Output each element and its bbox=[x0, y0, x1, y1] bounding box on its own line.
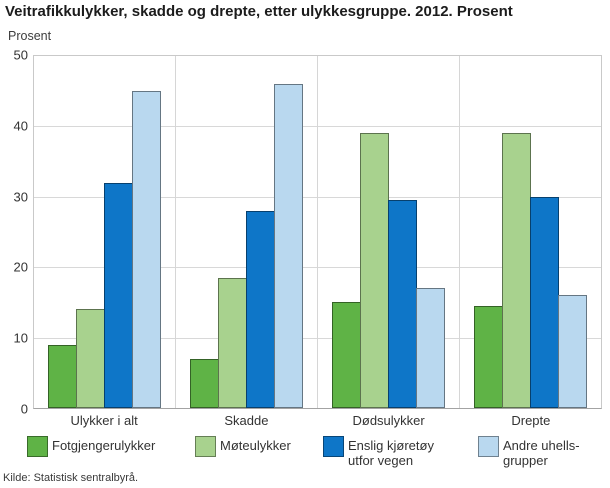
gridline bbox=[318, 126, 459, 128]
legend-item: Fotgjengerulykker bbox=[27, 436, 155, 457]
plot-panels bbox=[34, 56, 601, 408]
category-panel bbox=[318, 56, 460, 408]
y-tick-label: 20 bbox=[13, 259, 28, 275]
y-axis-title: Prosent bbox=[8, 29, 52, 43]
bar-fotgjengerulykker bbox=[48, 344, 77, 408]
category-panel bbox=[176, 56, 318, 408]
bar-andre-uhellsgrupper bbox=[274, 84, 303, 408]
gridline bbox=[460, 126, 601, 128]
y-tick-label: 40 bbox=[13, 118, 28, 134]
bar-enslig-kj-ret-y-utfor-vegen bbox=[388, 200, 417, 408]
y-tick-label: 30 bbox=[13, 189, 28, 205]
source-note: Kilde: Statistisk sentralbyrå. bbox=[3, 472, 139, 484]
legend-item: Møteulykker bbox=[195, 436, 291, 457]
legend-swatch-icon bbox=[27, 436, 48, 457]
legend-label: Fotgjengerulykker bbox=[52, 438, 156, 453]
bar-andre-uhellsgrupper bbox=[416, 288, 445, 408]
chart-title: Veitrafikkulykker, skadde og drepte, ett… bbox=[5, 3, 513, 20]
legend-label: Enslig kjøretøy utfor vegen bbox=[348, 438, 434, 468]
bar-enslig-kj-ret-y-utfor-vegen bbox=[104, 182, 133, 408]
category-panel bbox=[34, 56, 176, 408]
y-tick-label: 0 bbox=[20, 401, 28, 417]
bar-m-teulykker bbox=[360, 133, 389, 408]
category-panel bbox=[460, 56, 601, 408]
bar-andre-uhellsgrupper bbox=[558, 295, 587, 408]
legend-label: Møteulykker bbox=[220, 438, 291, 453]
x-category-label: Skadde bbox=[224, 413, 269, 428]
bar-fotgjengerulykker bbox=[332, 302, 361, 408]
y-tick-label: 10 bbox=[13, 330, 28, 346]
x-category-label: Drepte bbox=[511, 413, 551, 428]
bar-enslig-kj-ret-y-utfor-vegen bbox=[530, 196, 559, 408]
x-category-label: Dødsulykker bbox=[352, 413, 425, 428]
legend-swatch-icon bbox=[323, 436, 344, 457]
legend-swatch-icon bbox=[195, 436, 216, 457]
bar-m-teulykker bbox=[502, 133, 531, 408]
bar-enslig-kj-ret-y-utfor-vegen bbox=[246, 210, 275, 408]
bar-m-teulykker bbox=[218, 277, 247, 408]
gridline bbox=[176, 196, 317, 198]
bar-andre-uhellsgrupper bbox=[132, 91, 161, 408]
legend-swatch-icon bbox=[478, 436, 499, 457]
gridline bbox=[34, 126, 175, 128]
legend-item: Enslig kjøretøy utfor vegen bbox=[323, 436, 434, 468]
bar-m-teulykker bbox=[76, 309, 105, 408]
legend-item: Andre uhells- grupper bbox=[478, 436, 580, 468]
plot-area bbox=[33, 55, 602, 409]
x-axis-category-labels: Ulykker i alt Skadde Dødsulykker Drepte bbox=[33, 413, 602, 428]
x-category-label: Ulykker i alt bbox=[70, 413, 138, 428]
gridline bbox=[176, 126, 317, 128]
y-tick-label: 50 bbox=[13, 47, 28, 63]
bar-fotgjengerulykker bbox=[474, 305, 503, 408]
legend-label: Andre uhells- grupper bbox=[503, 438, 580, 468]
bar-fotgjengerulykker bbox=[190, 358, 219, 408]
